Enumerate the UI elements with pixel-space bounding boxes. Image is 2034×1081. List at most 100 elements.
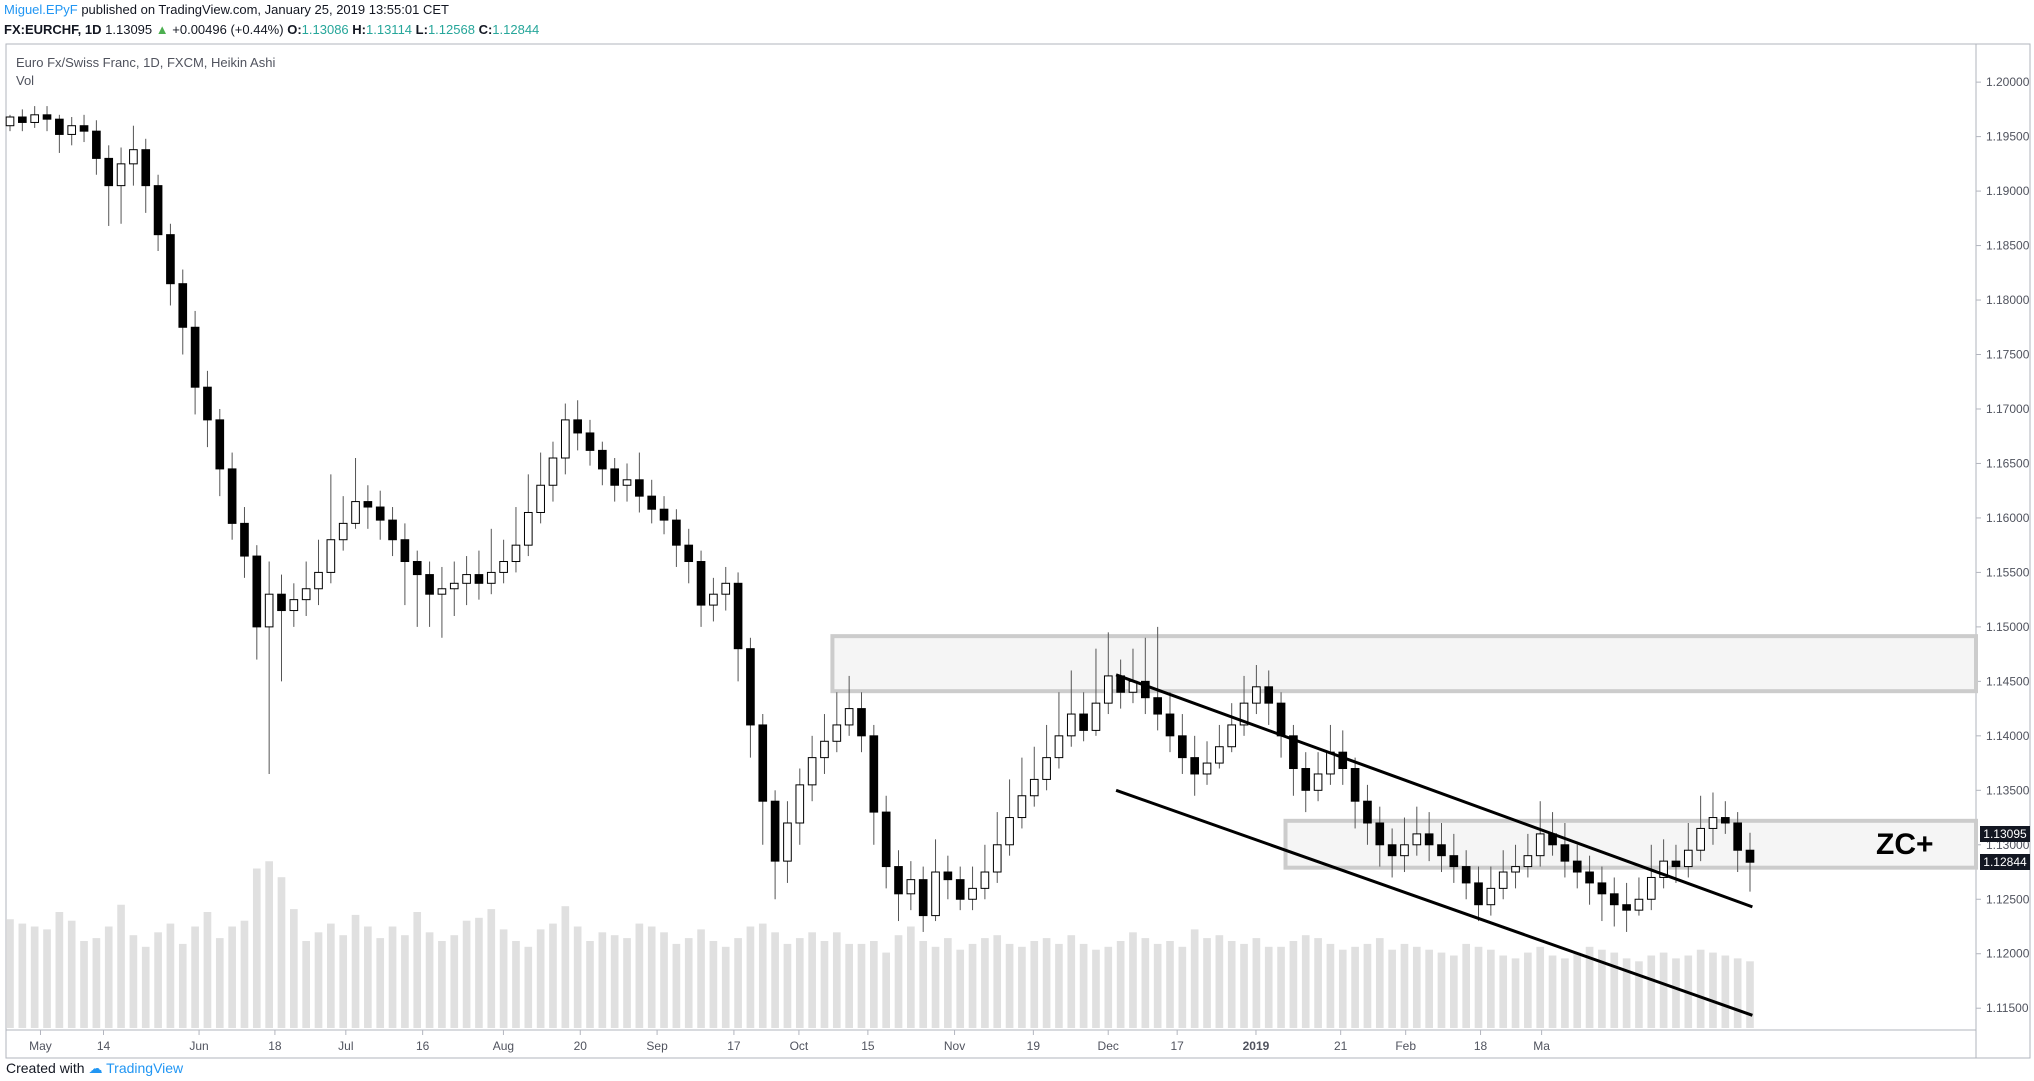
tradingview-brand[interactable]: TradingView [106, 1060, 184, 1076]
volume-label: Vol [16, 73, 35, 88]
bearish-candle [425, 574, 434, 595]
bearish-candle [1597, 882, 1607, 895]
volume-bar [228, 926, 236, 1028]
bullish-candle [906, 879, 916, 895]
volume-bar [413, 912, 422, 1028]
volume-bar [561, 906, 570, 1028]
tradingview-logo-icon[interactable]: ☁ TradingView [88, 1060, 184, 1076]
x-tick-label: May [29, 1039, 52, 1053]
volume-bar [376, 938, 385, 1028]
bearish-candle [1622, 904, 1631, 911]
bullish-candle [795, 784, 805, 824]
y-tick-label: 1.11500 [1986, 1001, 2029, 1015]
bullish-candle [622, 479, 632, 486]
volume-bar [647, 926, 656, 1028]
volume-bar [1018, 946, 1026, 1028]
bearish-candle [1387, 844, 1397, 857]
x-tick-label: 17 [727, 1039, 741, 1053]
bearish-candle [277, 593, 286, 612]
bearish-candle [42, 114, 52, 120]
volume-bar [1203, 938, 1211, 1028]
bearish-candle [1609, 893, 1619, 906]
bearish-candle [400, 539, 410, 563]
volume-bar [746, 926, 755, 1028]
volume-bar [364, 926, 372, 1028]
bullish-candle [5, 116, 15, 127]
volume-bar [1326, 943, 1335, 1028]
volume-bar [944, 938, 952, 1028]
bearish-candle [190, 326, 200, 388]
bearish-candle [388, 519, 397, 541]
volume-bar [1610, 952, 1619, 1028]
volume-bar [697, 929, 705, 1028]
open-label: O: [287, 22, 302, 37]
symbol-label: FX:EURCHF, 1D [4, 22, 102, 37]
bearish-candle [598, 449, 607, 470]
publish-header: Miguel.EPyF published on TradingView.com… [4, 0, 2030, 20]
quote-bar: FX:EURCHF, 1D 1.13095 ▲ +0.00496 (+0.44%… [4, 20, 539, 40]
bullish-candle [1029, 778, 1039, 797]
volume-bar [18, 923, 27, 1028]
volume-bar [931, 946, 940, 1028]
bearish-candle [1165, 713, 1175, 737]
bearish-candle [92, 130, 101, 159]
x-tick-label: 15 [861, 1039, 875, 1053]
volume-bar [401, 935, 409, 1028]
bearish-candle [1548, 833, 1557, 846]
volume-bar [1450, 955, 1458, 1028]
volume-bar [635, 923, 644, 1028]
volume-bar [512, 941, 520, 1028]
volume-bar [450, 935, 459, 1028]
bearish-candle [1301, 768, 1311, 791]
bullish-candle [1523, 855, 1533, 868]
volume-bar [1092, 949, 1100, 1028]
volume-bar [524, 946, 533, 1028]
volume-bar [1055, 943, 1063, 1028]
volume-bar [1030, 941, 1039, 1028]
bullish-candle [980, 871, 990, 889]
volume-bar [1425, 949, 1433, 1028]
footer: Created with ☁ TradingView [6, 1058, 183, 1078]
volume-bar [1351, 946, 1359, 1028]
volume-bar [351, 914, 360, 1028]
bullish-candle [721, 582, 731, 595]
volume-bar [549, 923, 557, 1028]
volume-bar [882, 952, 890, 1028]
volume-bar [203, 912, 212, 1028]
volume-bar [857, 943, 866, 1028]
volume-bar [1709, 952, 1717, 1028]
volume-bar [178, 943, 187, 1028]
volume-bar [981, 938, 989, 1028]
bullish-candle [820, 740, 829, 759]
bullish-candle [1498, 871, 1508, 889]
volume-bar [598, 932, 607, 1028]
volume-bar [1733, 958, 1742, 1028]
bullish-candle [1202, 762, 1212, 775]
volume-bar [67, 920, 76, 1028]
bearish-candle [252, 555, 262, 628]
bullish-candle [511, 544, 521, 563]
volume-bar [1277, 946, 1285, 1028]
bullish-candle [1239, 702, 1249, 726]
volume-bar [1474, 946, 1483, 1028]
arrow-up-icon: ▲ [155, 22, 169, 37]
volume-bar [327, 923, 335, 1028]
volume-bar [1314, 938, 1322, 1028]
volume-bar [536, 929, 545, 1028]
bearish-candle [1289, 735, 1298, 770]
volume-bar [758, 923, 767, 1028]
bearish-candle [1720, 817, 1730, 824]
bullish-candle [709, 593, 718, 606]
bullish-candle [129, 149, 138, 165]
volume-bar [1190, 929, 1199, 1028]
low-label: L: [415, 22, 428, 37]
bearish-candle [1461, 866, 1471, 884]
y-tick-label: 1.19000 [1986, 184, 2030, 198]
x-tick-label: Nov [944, 1039, 965, 1053]
author-link[interactable]: Miguel.EPyF [4, 2, 78, 17]
volume-bar [240, 920, 249, 1028]
x-tick-label: 20 [574, 1039, 588, 1053]
bearish-candle [647, 495, 657, 510]
volume-bar [660, 932, 668, 1028]
